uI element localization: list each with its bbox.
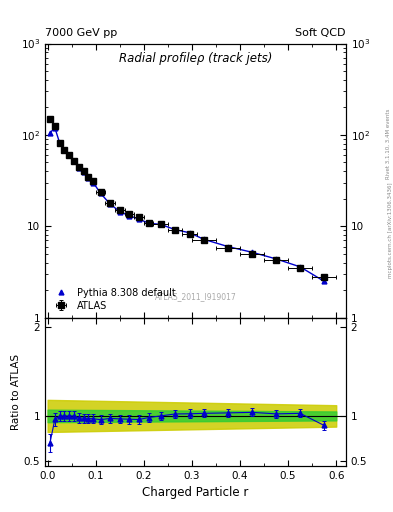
Pythia 8.308 default [72, 158, 76, 164]
Pythia 8.308 default [322, 278, 327, 284]
X-axis label: Charged Particle r: Charged Particle r [142, 486, 249, 499]
Text: mcplots.cern.ch [arXiv:1306.3436]: mcplots.cern.ch [arXiv:1306.3436] [387, 183, 393, 278]
Pythia 8.308 default [52, 124, 57, 131]
Pythia 8.308 default [187, 230, 192, 236]
Text: Radial profileρ (track jets): Radial profileρ (track jets) [119, 52, 272, 65]
Text: Soft QCD: Soft QCD [296, 28, 346, 38]
Pythia 8.308 default [81, 169, 86, 176]
Pythia 8.308 default [98, 190, 103, 196]
Pythia 8.308 default [137, 216, 141, 222]
Pythia 8.308 default [298, 264, 303, 270]
Legend: Pythia 8.308 default, ATLAS: Pythia 8.308 default, ATLAS [50, 286, 178, 313]
Pythia 8.308 default [250, 249, 254, 255]
Pythia 8.308 default [62, 147, 67, 153]
Pythia 8.308 default [91, 180, 95, 186]
Pythia 8.308 default [274, 256, 279, 262]
Text: Rivet 3.1.10, 3.4M events: Rivet 3.1.10, 3.4M events [386, 108, 391, 179]
Text: 7000 GeV pp: 7000 GeV pp [45, 28, 118, 38]
Y-axis label: Ratio to ATLAS: Ratio to ATLAS [11, 354, 21, 430]
Pythia 8.308 default [86, 175, 91, 181]
Line: Pythia 8.308 default: Pythia 8.308 default [48, 125, 327, 284]
Pythia 8.308 default [226, 244, 230, 250]
Pythia 8.308 default [57, 140, 62, 146]
Text: ATLAS_2011_I919017: ATLAS_2011_I919017 [154, 292, 237, 301]
Pythia 8.308 default [77, 164, 81, 170]
Pythia 8.308 default [108, 201, 112, 207]
Pythia 8.308 default [202, 236, 206, 242]
Pythia 8.308 default [146, 220, 151, 226]
Pythia 8.308 default [158, 221, 163, 227]
Pythia 8.308 default [67, 152, 72, 158]
Pythia 8.308 default [118, 208, 122, 215]
Pythia 8.308 default [48, 130, 52, 136]
Pythia 8.308 default [127, 213, 132, 219]
Pythia 8.308 default [173, 226, 177, 232]
